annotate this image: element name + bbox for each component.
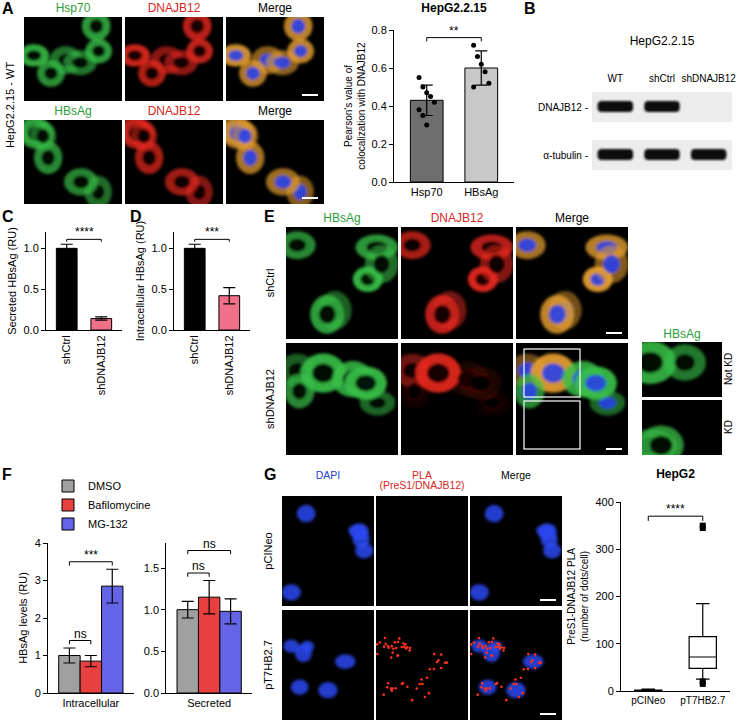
svg-text:HBsAg levels (RU): HBsAg levels (RU) <box>17 572 29 664</box>
svg-text:0.5: 0.5 <box>144 645 159 657</box>
svg-text:DNAJB12: DNAJB12 <box>431 211 484 225</box>
svg-text:1: 1 <box>35 649 41 661</box>
svg-text:Merge: Merge <box>555 211 589 225</box>
svg-text:shDNAJB12: shDNAJB12 <box>681 73 736 84</box>
svg-text:Hsp70: Hsp70 <box>56 1 91 15</box>
svg-text:1.0: 1.0 <box>152 242 167 254</box>
html-text:G: G <box>264 466 277 483</box>
svg-text:DNAJB12 -: DNAJB12 - <box>538 102 588 113</box>
svg-text:shCtrl: shCtrl <box>264 269 276 298</box>
svg-text:HepG2.2.15: HepG2.2.15 <box>421 1 487 15</box>
svg-text:pT7HB2.7: pT7HB2.7 <box>262 640 274 690</box>
svg-text:HBsAg: HBsAg <box>54 104 91 118</box>
svg-text:0.5: 0.5 <box>152 283 167 295</box>
svg-text:KD: KD <box>723 420 734 434</box>
svg-text:1.0: 1.0 <box>24 242 39 254</box>
svg-text:0.2: 0.2 <box>372 138 387 150</box>
svg-text:ns: ns <box>74 627 87 641</box>
svg-text:4: 4 <box>35 537 41 549</box>
html-text:F: F <box>2 466 12 483</box>
svg-text:****: **** <box>75 225 94 239</box>
svg-text:Intracellular HBsAg (RU): Intracellular HBsAg (RU) <box>134 221 146 341</box>
svg-text:400: 400 <box>595 496 613 508</box>
svg-text:Not KD: Not KD <box>723 353 734 385</box>
svg-text:1.5: 1.5 <box>144 562 159 574</box>
svg-text:3: 3 <box>35 574 41 586</box>
svg-text:Bafilomycine: Bafilomycine <box>88 499 150 511</box>
html-text:B: B <box>524 0 536 17</box>
svg-text:HBsAg: HBsAg <box>323 211 360 225</box>
svg-text:pCINeo: pCINeo <box>631 695 665 706</box>
svg-text:ns: ns <box>203 537 216 551</box>
svg-text:Secreted: Secreted <box>187 697 231 709</box>
svg-text:PLA: PLA <box>412 468 432 481</box>
html-text:C: C <box>2 208 14 225</box>
svg-text:0.5: 0.5 <box>24 283 39 295</box>
svg-text:shDNAJB12: shDNAJB12 <box>264 369 276 429</box>
svg-text:shCtrl: shCtrl <box>649 73 675 84</box>
svg-text:0.0: 0.0 <box>24 324 39 336</box>
svg-text:0.0: 0.0 <box>144 687 159 699</box>
svg-text:Hsp70: Hsp70 <box>411 186 443 198</box>
svg-text:100: 100 <box>595 638 613 650</box>
svg-text:200: 200 <box>595 590 613 602</box>
svg-text:shDNAJB12: shDNAJB12 <box>95 335 107 395</box>
svg-text:**: ** <box>449 24 459 38</box>
svg-text:****: **** <box>666 502 685 516</box>
svg-text:0.4: 0.4 <box>372 100 387 112</box>
svg-text:0.6: 0.6 <box>372 62 387 74</box>
svg-text:HepG2: HepG2 <box>656 467 695 481</box>
svg-text:1.0: 1.0 <box>144 604 159 616</box>
svg-text:ns: ns <box>192 559 205 573</box>
svg-text:HBsAg: HBsAg <box>464 186 498 198</box>
svg-text:HepG2.2.15: HepG2.2.15 <box>630 34 695 48</box>
svg-text:α-tubulin -: α-tubulin - <box>543 150 588 161</box>
svg-text:WT: WT <box>608 73 624 84</box>
svg-text:***: *** <box>205 225 219 239</box>
svg-text:shCtrl: shCtrl <box>60 335 72 364</box>
html-text:D: D <box>130 208 142 225</box>
svg-text:0: 0 <box>608 685 614 697</box>
svg-text:2: 2 <box>35 612 41 624</box>
svg-text:shCtrl: shCtrl <box>188 335 200 364</box>
svg-text:Merge: Merge <box>501 469 531 481</box>
svg-text:DAPI: DAPI <box>316 469 341 481</box>
svg-text:PreS1-DNAJB12 PLA(number of do: PreS1-DNAJB12 PLA(number of dots/cell) <box>566 548 590 645</box>
svg-text:pT7HB2.7: pT7HB2.7 <box>680 695 725 706</box>
svg-text:shDNAJB12: shDNAJB12 <box>223 335 235 395</box>
svg-text:Secreted HBsAg (RU): Secreted HBsAg (RU) <box>6 227 18 335</box>
svg-text:(PreS1/DNAJB12): (PreS1/DNAJB12) <box>379 479 464 491</box>
svg-text:0.0: 0.0 <box>152 324 167 336</box>
svg-text:DNAJB12: DNAJB12 <box>148 104 201 118</box>
svg-text:Pearson's value ofcolocalizati: Pearson's value ofcolocalization with DN… <box>343 42 367 170</box>
svg-text:0.8: 0.8 <box>372 24 387 36</box>
svg-text:0: 0 <box>35 687 41 699</box>
svg-text:***: *** <box>84 548 98 562</box>
svg-text:DMSO: DMSO <box>88 480 121 492</box>
svg-text:300: 300 <box>595 543 613 555</box>
svg-text:HepG2.2.15 - WT: HepG2.2.15 - WT <box>4 62 16 148</box>
svg-text:Intracellular: Intracellular <box>62 697 119 709</box>
svg-text:pCINeo: pCINeo <box>262 532 274 569</box>
svg-text:0.0: 0.0 <box>372 176 387 188</box>
svg-text:DNAJB12: DNAJB12 <box>148 1 201 15</box>
svg-text:Merge: Merge <box>258 104 292 118</box>
svg-text:HBsAg: HBsAg <box>663 327 700 341</box>
html-text:A: A <box>2 0 14 17</box>
svg-text:MG-132: MG-132 <box>88 518 128 530</box>
html-text:E: E <box>264 208 275 225</box>
svg-text:Merge: Merge <box>258 1 292 15</box>
